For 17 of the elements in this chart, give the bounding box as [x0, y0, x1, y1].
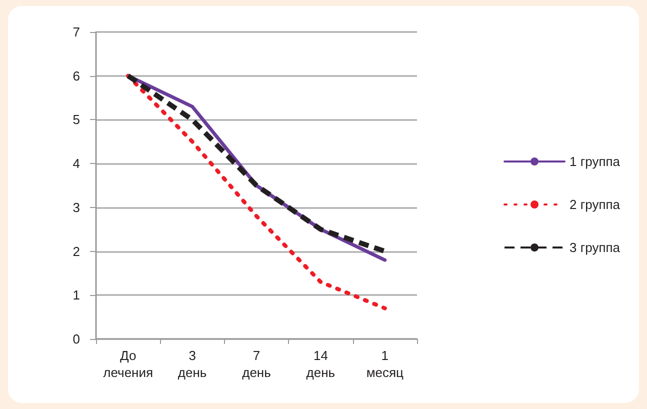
line-series [126, 74, 387, 310]
y-tick-label: 6 [72, 68, 80, 84]
x-tick-label: 14 день [306, 348, 336, 380]
y-tick-label: 0 [72, 332, 80, 346]
y-tick-label: 4 [72, 156, 80, 172]
x-tick-label: 1 месяц [366, 348, 404, 380]
legend-label: 3 группа [570, 240, 621, 255]
y-tick-label: 7 [72, 24, 80, 40]
x-tick-label: До лечения [103, 348, 154, 380]
y-tick-label: 3 [72, 200, 80, 215]
y-tick-label: 5 [72, 112, 80, 128]
y-tick-label: 2 [72, 244, 80, 259]
x-tick-label: 3 день [178, 348, 207, 380]
y-tick-label: 1 [72, 288, 80, 303]
x-tick-label: 7 день [242, 348, 272, 380]
legend-label: 2 группа [570, 197, 621, 212]
legend-label: 1 группа [570, 154, 621, 169]
